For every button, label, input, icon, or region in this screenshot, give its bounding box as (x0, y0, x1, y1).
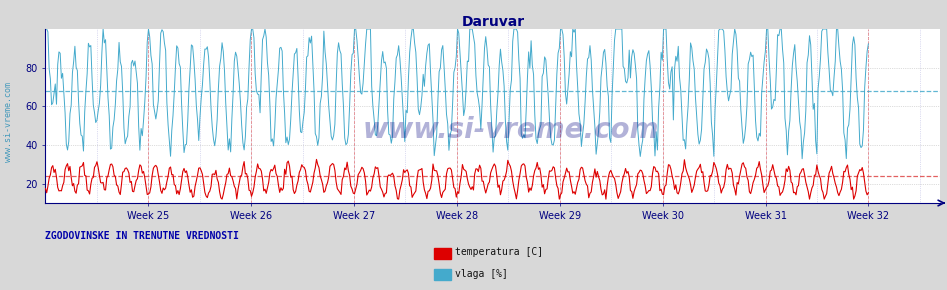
Text: vlaga [%]: vlaga [%] (455, 269, 508, 279)
Text: ZGODOVINSKE IN TRENUTNE VREDNOSTI: ZGODOVINSKE IN TRENUTNE VREDNOSTI (45, 231, 240, 241)
Title: Daruvar: Daruvar (461, 15, 525, 29)
Text: temperatura [C]: temperatura [C] (455, 247, 543, 257)
Text: www.si-vreme.com: www.si-vreme.com (363, 116, 659, 144)
Text: www.si-vreme.com: www.si-vreme.com (4, 82, 13, 162)
